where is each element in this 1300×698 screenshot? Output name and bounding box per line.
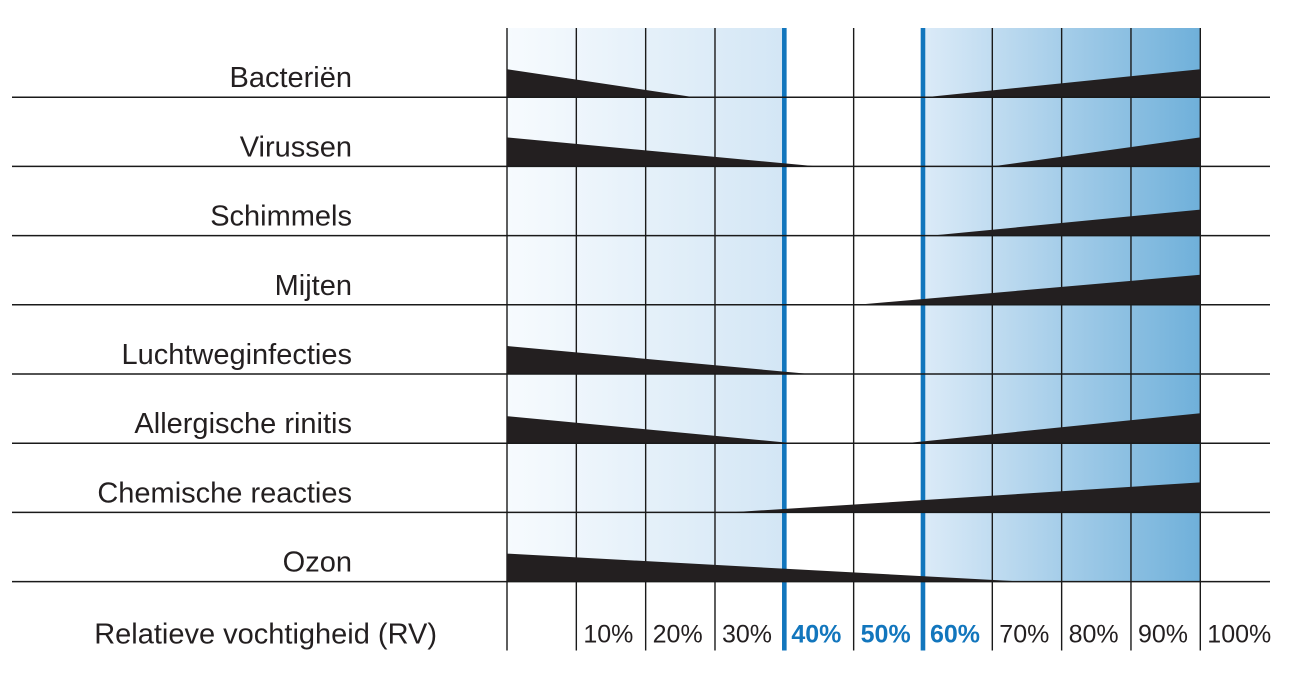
wedge-right-virussen <box>992 137 1201 167</box>
wedge-right-schimmels <box>931 209 1201 236</box>
row-label: Ozon <box>283 547 352 579</box>
wedge-right-allergische-rinitis <box>904 413 1201 444</box>
axis-tick-label-20: 20% <box>653 621 703 649</box>
row-label: Chemische reacties <box>97 477 352 509</box>
row-label: Schimmels <box>210 201 352 233</box>
wedge-right-mijten <box>857 274 1201 305</box>
axis-tick-label-100: 100% <box>1207 621 1271 649</box>
row-label: Luchtweginfecties <box>121 339 352 371</box>
wedge-right-chemische-reacties <box>730 482 1201 513</box>
axis-tick-label-10: 10% <box>583 621 633 649</box>
wedge-left-ozon <box>507 553 1023 582</box>
axis-tick-label-30: 30% <box>722 621 772 649</box>
wedge-left-bacteri-n <box>507 69 695 98</box>
wedge-left-virussen <box>507 137 817 167</box>
axis-tick-label-50: 50% <box>861 621 911 649</box>
axis-tick-label-90: 90% <box>1138 621 1188 649</box>
row-label: Virussen <box>240 131 352 163</box>
axis-title: Relatieve vochtigheid (RV) <box>94 619 437 651</box>
row-label: Allergische rinitis <box>134 408 352 440</box>
wedge-left-allergische-rinitis <box>507 416 794 444</box>
axis-tick-label-80: 80% <box>1069 621 1119 649</box>
wedge-left-luchtweginfecties <box>507 346 810 374</box>
axis-tick-label-70: 70% <box>999 621 1049 649</box>
row-label: Bacteriën <box>229 62 352 94</box>
wedge-right-bacteri-n <box>925 69 1201 98</box>
row-label: Mijten <box>275 270 352 302</box>
axis-tick-label-60: 60% <box>930 621 980 649</box>
axis-tick-label-40: 40% <box>791 621 841 649</box>
